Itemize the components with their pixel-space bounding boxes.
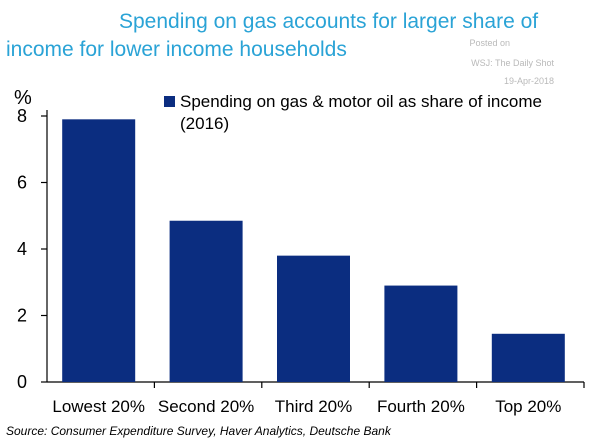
y-tick-label: 8 bbox=[17, 106, 27, 126]
x-tick-label: Fourth 20% bbox=[377, 397, 465, 416]
source-note: Source: Consumer Expenditure Survey, Hav… bbox=[6, 424, 391, 438]
chart-title: Spending on gas accounts for larger shar… bbox=[0, 8, 594, 64]
legend-label: (2016) bbox=[180, 114, 229, 133]
bar bbox=[169, 220, 243, 382]
watermark-source: WSJ: The Daily Shot bbox=[471, 58, 554, 68]
watermark-date: 19-Apr-2018 bbox=[503, 76, 554, 86]
x-tick-label: Second 20% bbox=[158, 397, 254, 416]
legend-label: Spending on gas & motor oil as share of … bbox=[180, 92, 542, 111]
chart-title-line-1: Spending on gas accounts for larger shar… bbox=[119, 10, 539, 33]
y-tick-label: 4 bbox=[17, 239, 27, 259]
bar bbox=[62, 119, 136, 382]
chart-title-line-2: income for lower income households bbox=[6, 38, 347, 61]
bar bbox=[277, 255, 350, 382]
x-tick-label: Lowest 20% bbox=[52, 397, 145, 416]
y-axis-label: % bbox=[14, 87, 32, 109]
y-tick-label: 2 bbox=[17, 306, 27, 326]
x-tick-label: Top 20% bbox=[495, 397, 561, 416]
watermark-posted-on: Posted on bbox=[469, 38, 510, 48]
y-tick-label: 6 bbox=[17, 173, 27, 193]
bar bbox=[384, 285, 458, 382]
legend-swatch bbox=[164, 96, 175, 107]
y-tick-label: 0 bbox=[17, 372, 27, 392]
bar bbox=[491, 333, 565, 382]
x-tick-label: Third 20% bbox=[275, 397, 352, 416]
